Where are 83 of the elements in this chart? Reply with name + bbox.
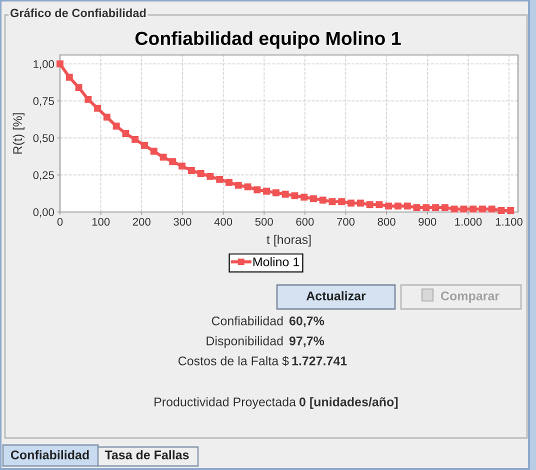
point [291,192,298,200]
text: Confiabilidad [10,450,89,460]
point [413,204,420,212]
point [310,195,317,202]
point [56,60,64,68]
point [84,96,92,103]
point [348,200,355,207]
point [470,206,477,213]
point [450,206,458,213]
x-tick-label: 200 [132,218,150,226]
point [385,202,392,210]
point [197,170,204,177]
point [376,201,383,208]
x-tick-label: 1.100 [496,218,522,226]
y-tick-label: 0,75 [33,97,54,106]
point [216,176,224,183]
text: Confiabilidad [212,316,283,326]
point [272,189,280,196]
point [338,198,346,206]
point [141,142,148,149]
point [254,186,261,194]
point [75,84,82,92]
point [206,172,214,180]
point [234,182,242,189]
text: Costos de la Falta $ [178,356,289,366]
text: Productividad Proyectada [154,397,296,409]
y-tick-label: 0,00 [33,208,54,218]
point [66,74,73,81]
x-tick-label: 300 [174,218,192,226]
point [226,178,232,186]
point [103,114,110,121]
y-tick-label: 1,00 [34,60,54,70]
point [460,206,468,213]
point [366,201,374,208]
y-tick-label: 0,50 [33,134,54,144]
x-tick-label: 900 [418,218,436,226]
point [356,200,364,207]
point [132,136,139,143]
x-tick-label: 0 [57,218,63,226]
text: Comparar [440,292,500,303]
y-tick-label: 0,25 [33,171,54,180]
text: 60,7% [289,316,324,328]
point [282,190,289,198]
point [178,162,186,170]
point [188,167,195,174]
point [122,130,130,137]
x-tick-label: 700 [337,218,355,226]
chart-title: Confiabilidad equipo Molino 1 [135,31,401,49]
point [394,202,402,210]
point [432,204,440,212]
point [300,194,308,201]
point [169,158,176,166]
point [94,104,102,112]
text: Actualizar [306,291,366,300]
point [404,202,411,210]
point [422,204,430,212]
text: 97,7% [289,336,324,348]
point [498,207,505,214]
point [507,207,514,214]
x-tick-label: 100 [92,218,110,226]
text: Tasa de Fallas [104,450,189,460]
text: Gráfico de Confiabilidad [10,8,146,18]
point [479,206,486,213]
x-tick-label: 500 [255,218,273,226]
text: 1.727.741 [292,356,347,366]
point [488,206,496,213]
x-tick-label: 400 [214,218,232,226]
text: 0 [unidades/año] [299,397,398,409]
point [150,148,158,155]
text: Disponibilidad [206,336,283,348]
legend-label: Molino 1 [253,257,300,266]
point [328,198,336,206]
point [441,204,448,212]
point [263,188,270,195]
x-tick-label: 1.000 [455,218,482,226]
x-tick-label: 600 [296,218,314,226]
x-axis-title: t [horas] [266,234,311,247]
point [244,183,252,190]
point [319,196,326,204]
point [160,154,167,161]
y-axis-title: R(t) [%] [12,113,24,154]
point [112,122,120,130]
x-tick-label: 800 [378,218,396,226]
